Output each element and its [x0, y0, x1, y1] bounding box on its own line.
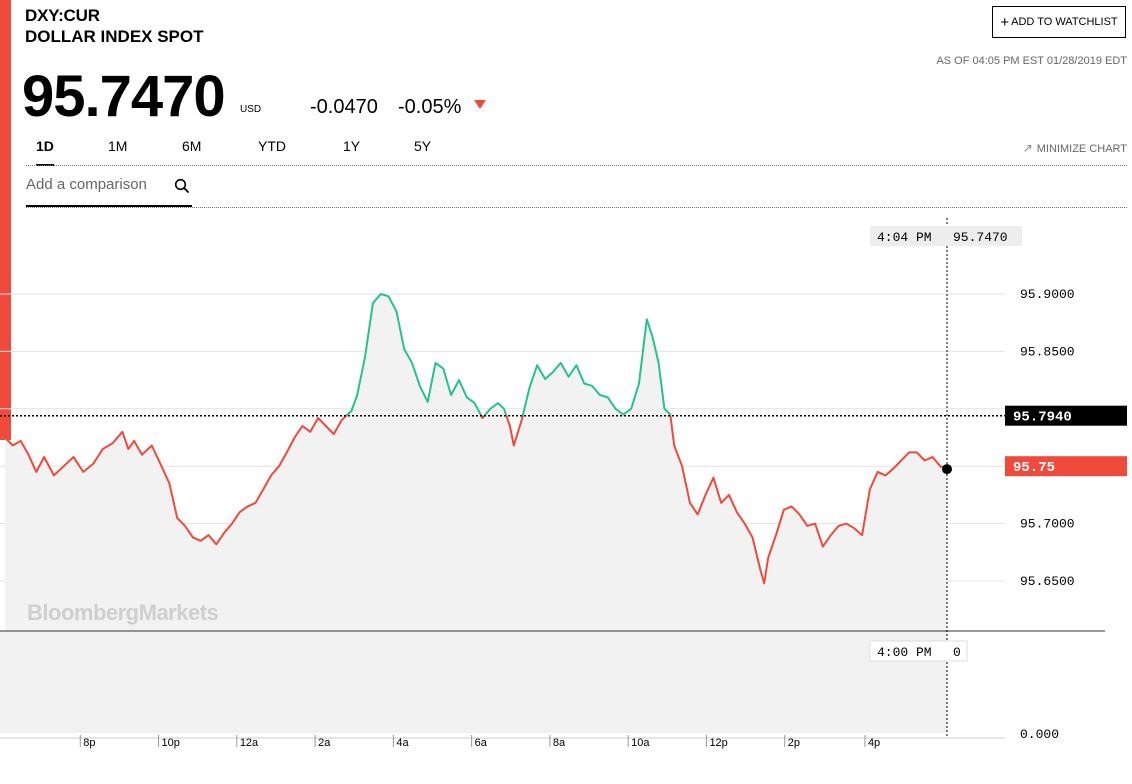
- crosshair-value: 95.7470: [953, 230, 1008, 245]
- x-tick-label: 8a: [553, 737, 566, 749]
- watchlist-label: ADD TO WATCHLIST: [1011, 16, 1118, 28]
- x-tick-label: 2a: [318, 737, 331, 749]
- add-to-watchlist-button[interactable]: + ADD TO WATCHLIST: [992, 6, 1126, 38]
- tabs-divider: [26, 165, 1127, 166]
- price-area: [5, 294, 947, 631]
- x-tick-label: 4p: [868, 737, 880, 749]
- comparison-search: [26, 173, 192, 207]
- x-tick-label: 8p: [83, 737, 95, 749]
- plus-icon: +: [1000, 13, 1010, 31]
- price-currency: USD: [240, 104, 262, 115]
- previous-close-label: 95.7940: [1013, 410, 1072, 426]
- y-tick-label: 95.7000: [1020, 517, 1075, 532]
- tab-1y[interactable]: 1Y: [343, 138, 361, 154]
- accent-rail: [0, 0, 11, 440]
- price-line-below: [4, 415, 948, 585]
- crosshair-time: 4:04 PM: [877, 230, 932, 245]
- down-arrow-icon: [474, 100, 486, 109]
- tab-ytd[interactable]: YTD: [258, 138, 286, 154]
- security-name: DOLLAR INDEX SPOT: [25, 27, 204, 46]
- watermark: BloombergMarkets: [27, 600, 219, 625]
- y-tick-label: 95.6500: [1020, 574, 1075, 589]
- volume-axis-label: 0.000: [1020, 727, 1059, 742]
- price-change: -0.0470: [310, 96, 378, 118]
- as-of-timestamp: AS OF 04:05 PM EST 01/28/2019 EDT: [936, 55, 1127, 67]
- previous-close-badge: [1005, 405, 1127, 426]
- x-tick-label: 6a: [475, 737, 488, 749]
- x-tick-label: 4a: [396, 737, 409, 749]
- price-change-percent: -0.05%: [398, 96, 462, 118]
- volume-tooltip-value: 0: [953, 645, 961, 660]
- minimize-label: MINIMIZE CHART: [1036, 143, 1127, 155]
- x-tick-label: 2p: [788, 737, 800, 749]
- x-tick-label: 10a: [631, 737, 650, 749]
- ticker-symbol: DXY:CUR: [25, 6, 100, 25]
- y-tick-label: 95.8500: [1020, 344, 1075, 359]
- last-point-marker: [942, 464, 952, 475]
- x-tick-label: 10p: [162, 737, 180, 749]
- tab-6m[interactable]: 6M: [182, 138, 202, 154]
- x-tick-label: 12p: [709, 737, 727, 749]
- tab-1m[interactable]: 1M: [108, 138, 128, 154]
- last-value-badge: [1005, 456, 1127, 477]
- compare-divider: [26, 207, 1127, 208]
- last-value-label: 95.75: [1013, 460, 1055, 476]
- volume-tooltip-time: 4:00 PM: [877, 645, 932, 660]
- x-tick-label: 12a: [240, 737, 259, 749]
- last-price: 95.7470: [22, 64, 226, 129]
- y-tick-label: 95.9000: [1020, 287, 1075, 302]
- search-icon[interactable]: [174, 178, 190, 194]
- comparison-input[interactable]: [26, 176, 166, 193]
- tab-5y[interactable]: 5Y: [414, 138, 432, 154]
- volume-pane: [0, 631, 947, 733]
- minimize-chart-button[interactable]: ↗ MINIMIZE CHART: [1023, 141, 1127, 155]
- crosshair-tooltip: [870, 226, 1022, 246]
- price-line-above: [344, 293, 672, 416]
- minimize-icon: ↗: [1022, 141, 1033, 155]
- volume-tooltip: [869, 640, 968, 662]
